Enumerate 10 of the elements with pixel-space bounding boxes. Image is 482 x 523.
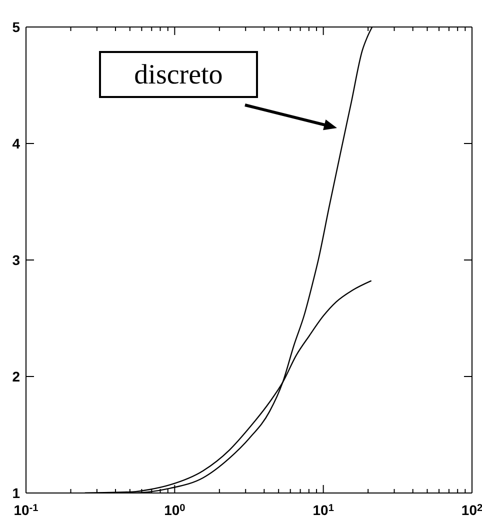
x-tick-label: 10$^{-1}$ (14, 502, 39, 518)
x-tick-label: 10$^{0}$ (164, 502, 186, 518)
x-tick-label: 10$^{2}$ (461, 502, 482, 518)
y-tick-label: 2 (12, 368, 20, 384)
y-tick-label: 1 (12, 484, 20, 501)
y-tick-label: 5 (12, 18, 20, 35)
y-tick-label: 3 (12, 252, 20, 268)
x-tick-label: 10$^{1}$ (312, 502, 334, 518)
annotation: discreto (134, 59, 223, 90)
y-tick-label: 4 (12, 135, 20, 152)
